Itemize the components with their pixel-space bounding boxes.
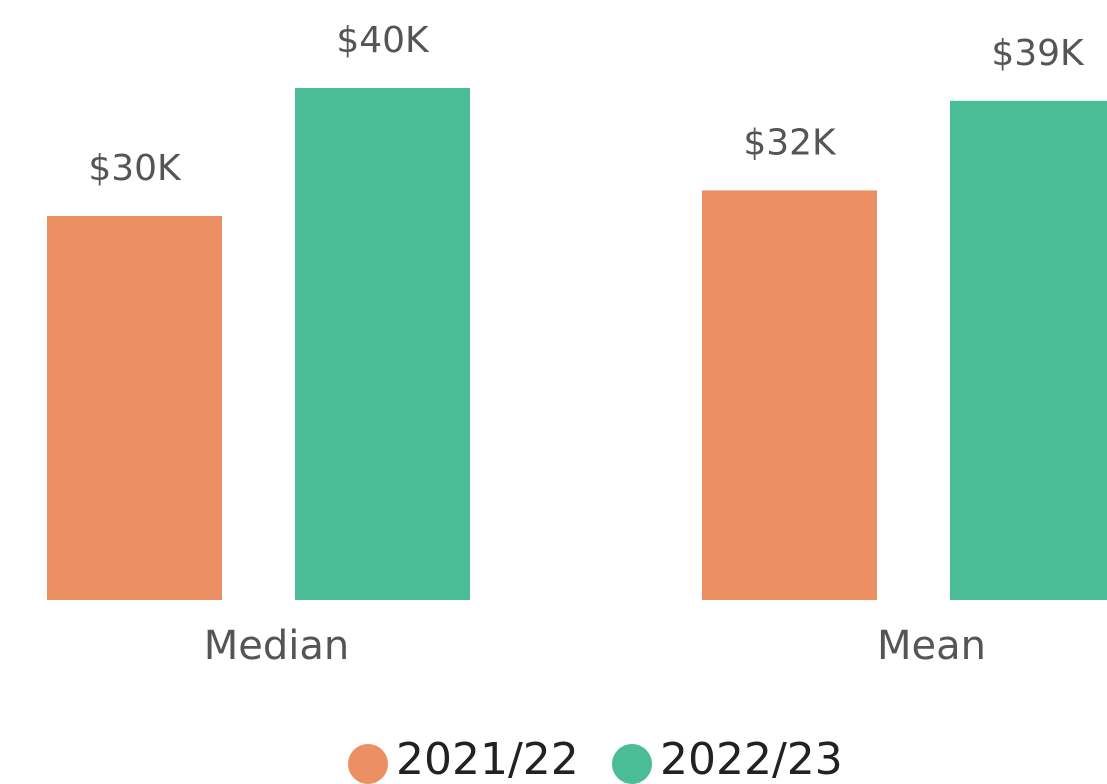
legend-label: 2021/22 xyxy=(396,734,579,784)
value-label: $40K xyxy=(336,20,430,61)
legend-label: 2022/23 xyxy=(660,734,843,784)
bar xyxy=(47,216,222,600)
bar xyxy=(702,190,877,600)
x-tick-label: Median xyxy=(204,623,350,669)
value-label: $32K xyxy=(743,122,837,163)
legend-marker xyxy=(348,744,388,784)
legend-marker xyxy=(612,744,652,784)
bar xyxy=(950,100,1107,601)
value-label: $30K xyxy=(88,148,182,189)
bar xyxy=(295,88,470,600)
x-tick-label: Mean xyxy=(877,623,986,669)
value-label: $39K xyxy=(991,33,1085,74)
